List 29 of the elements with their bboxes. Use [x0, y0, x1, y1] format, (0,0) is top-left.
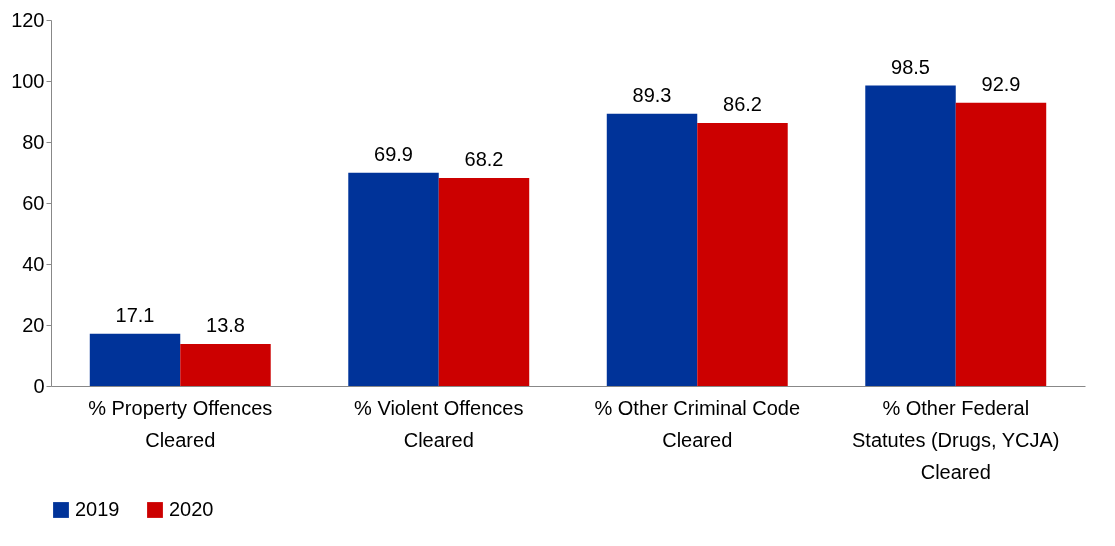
data-label: 92.9	[981, 72, 1021, 95]
x-tick-label: % Property Offences Cleared	[88, 396, 273, 451]
y-tick-label: 80	[22, 130, 45, 153]
y-tick-label: 120	[11, 8, 45, 31]
bar	[606, 113, 698, 386]
legend-label: 2019	[75, 498, 120, 520]
bar	[697, 123, 788, 386]
y-tick-label: 40	[22, 252, 45, 275]
data-label: 13.8	[206, 313, 245, 336]
data-label: 89.3	[632, 83, 672, 106]
y-tick-label: 100	[11, 69, 45, 92]
data-label: 69.9	[374, 142, 413, 165]
x-tick-label: % Other Federal Statutes (Drugs, YCJA) Cleared	[852, 396, 1060, 483]
bar	[348, 172, 439, 386]
data-label: 68.2	[464, 147, 504, 170]
data-label: 86.2	[723, 93, 762, 116]
y-tick-label: 0	[33, 374, 45, 397]
x-tick-label: % Other Criminal Code Cleared	[594, 396, 801, 451]
y-tick-label: 20	[22, 313, 45, 336]
bar	[955, 102, 1047, 386]
bar	[89, 333, 181, 386]
bar	[865, 85, 956, 386]
bar	[180, 343, 271, 386]
y-tick-label: 60	[22, 191, 45, 214]
bar	[438, 177, 530, 386]
legend-label: 2020	[169, 498, 214, 520]
x-tick-label: % Violent Offences Cleared	[354, 396, 524, 451]
data-label: 98.5	[891, 55, 930, 78]
data-label: 17.1	[115, 303, 155, 326]
